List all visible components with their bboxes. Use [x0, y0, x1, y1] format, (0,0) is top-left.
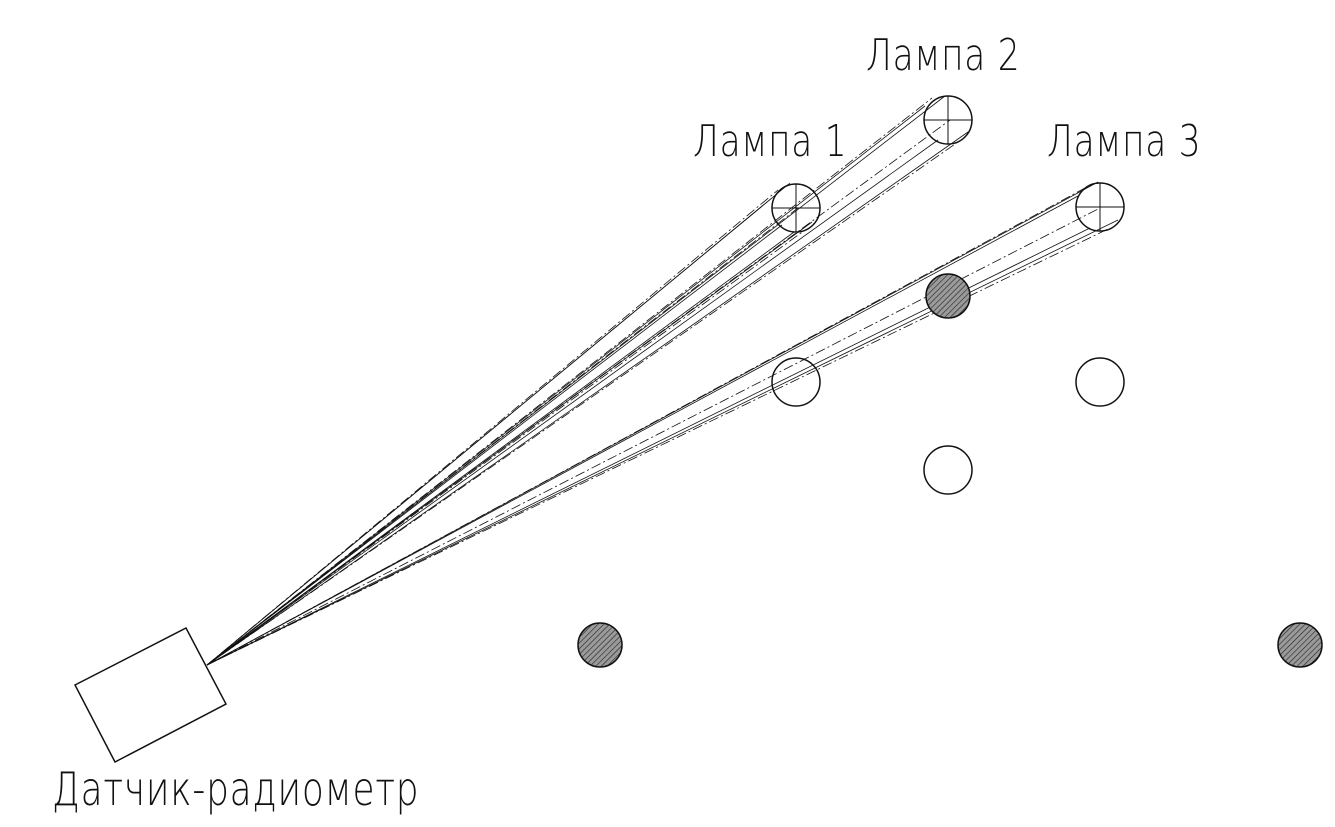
beam-lamp-1 [206, 182, 813, 666]
empty-circle-1 [771, 357, 821, 407]
sensor-label: Датчик-радиометр [52, 762, 420, 816]
empty-circle-2 [1075, 357, 1125, 407]
hatched-circle-top [925, 273, 971, 319]
lamp-2 [923, 95, 973, 145]
lamp-3-label: Лампа 3 [1047, 116, 1202, 167]
beam-lamp-2 [206, 95, 969, 666]
lamp-3 [1075, 182, 1125, 232]
empty-circle-3 [923, 445, 973, 495]
sensor-box [73, 626, 228, 764]
beam-lamp-3 [206, 181, 1119, 666]
lamp-2-label: Лампа 2 [866, 30, 1021, 81]
hatched-circle-right [1277, 622, 1323, 668]
hatched-circle-left [577, 622, 623, 668]
lamp-1-label: Лампа 1 [693, 116, 848, 167]
lamp-1 [771, 183, 821, 233]
